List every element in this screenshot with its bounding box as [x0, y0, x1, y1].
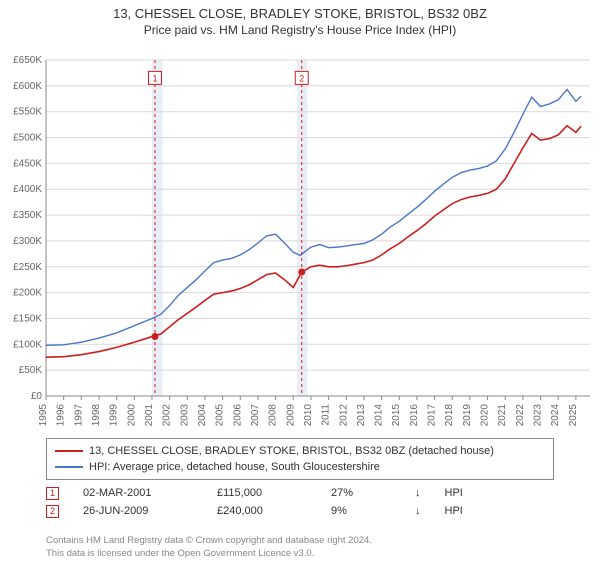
svg-text:2009: 2009 [285, 404, 296, 427]
svg-text:£500K: £500K [13, 133, 42, 144]
svg-text:2003: 2003 [179, 404, 190, 427]
svg-text:2020: 2020 [480, 404, 491, 427]
sales-list: 1 02-MAR-2001 £115,000 27% ↓ HPI 2 26-JU… [46, 484, 554, 520]
svg-text:2019: 2019 [462, 404, 473, 427]
svg-text:2014: 2014 [374, 404, 385, 427]
footer: Contains HM Land Registry data © Crown c… [46, 535, 554, 560]
svg-text:1995: 1995 [38, 404, 49, 427]
svg-text:£600K: £600K [13, 81, 42, 92]
svg-text:£200K: £200K [13, 288, 42, 299]
svg-text:£100K: £100K [13, 339, 42, 350]
svg-text:1: 1 [152, 73, 157, 83]
sale-row-1: 1 02-MAR-2001 £115,000 27% ↓ HPI [46, 484, 554, 502]
svg-text:2024: 2024 [550, 404, 561, 427]
chart-subtitle: Price paid vs. HM Land Registry's House … [0, 23, 600, 37]
svg-text:£550K: £550K [13, 107, 42, 118]
svg-text:£350K: £350K [13, 210, 42, 221]
footer-line-1: Contains HM Land Registry data © Crown c… [46, 535, 554, 547]
sale-date-2: 26-JUN-2009 [83, 505, 193, 517]
sale-row-2: 2 26-JUN-2009 £240,000 9% ↓ HPI [46, 502, 554, 520]
svg-text:2023: 2023 [533, 404, 544, 427]
legend-item-hpi: HPI: Average price, detached house, Sout… [55, 459, 545, 475]
svg-text:2021: 2021 [497, 404, 508, 427]
svg-text:£400K: £400K [13, 184, 42, 195]
svg-text:1999: 1999 [109, 404, 120, 427]
svg-text:2015: 2015 [391, 404, 402, 427]
line-chart: £0 £50K £100K £150K £200K £250K £300K £350K £400… [0, 50, 600, 430]
sale-date-1: 02-MAR-2001 [83, 487, 193, 499]
legend: 13, CHESSEL CLOSE, BRADLEY STOKE, BRISTO… [46, 438, 554, 480]
svg-text:2002: 2002 [162, 404, 173, 427]
legend-swatch-property [55, 450, 83, 452]
svg-text:1996: 1996 [56, 404, 67, 427]
svg-text:2007: 2007 [250, 404, 261, 427]
svg-text:2006: 2006 [232, 404, 243, 427]
svg-text:2017: 2017 [427, 404, 438, 427]
chart-title: 13, CHESSEL CLOSE, BRADLEY STOKE, BRISTO… [0, 6, 600, 21]
legend-item-property: 13, CHESSEL CLOSE, BRADLEY STOKE, BRISTO… [55, 443, 545, 459]
svg-text:2004: 2004 [197, 404, 208, 427]
sale-vs-2: HPI [445, 505, 463, 517]
svg-text:£450K: £450K [13, 158, 42, 169]
svg-text:£0: £0 [31, 391, 43, 402]
svg-text:£150K: £150K [13, 313, 42, 324]
svg-text:2010: 2010 [303, 404, 314, 427]
sale-price-2: £240,000 [217, 505, 307, 517]
svg-text:1997: 1997 [73, 404, 84, 427]
sale-pct-1: 27% [331, 487, 391, 499]
svg-text:2016: 2016 [409, 404, 420, 427]
svg-text:£250K: £250K [13, 262, 42, 273]
sale-marker-1: 1 [46, 487, 59, 500]
svg-text:1998: 1998 [91, 404, 102, 427]
sale-vs-1: HPI [445, 487, 463, 499]
svg-text:2011: 2011 [321, 404, 332, 426]
sale-arrow-2: ↓ [415, 505, 421, 517]
svg-text:2001: 2001 [144, 404, 155, 427]
svg-text:2025: 2025 [568, 404, 579, 427]
svg-text:2: 2 [299, 73, 304, 83]
sale-arrow-1: ↓ [415, 487, 421, 499]
svg-text:2000: 2000 [126, 404, 137, 427]
legend-label-property: 13, CHESSEL CLOSE, BRADLEY STOKE, BRISTO… [89, 445, 494, 457]
sale-price-1: £115,000 [217, 487, 307, 499]
sale-marker-2: 2 [46, 505, 59, 518]
legend-swatch-hpi [55, 466, 83, 468]
footer-line-2: This data is licensed under the Open Gov… [46, 548, 554, 560]
legend-label-hpi: HPI: Average price, detached house, Sout… [89, 461, 380, 473]
svg-text:£650K: £650K [13, 55, 42, 66]
svg-text:2018: 2018 [444, 404, 455, 427]
sale-pct-2: 9% [331, 505, 391, 517]
svg-text:2012: 2012 [338, 404, 349, 427]
svg-text:£50K: £50K [19, 365, 43, 376]
svg-text:2008: 2008 [268, 404, 279, 427]
svg-text:2022: 2022 [515, 404, 526, 427]
svg-text:£300K: £300K [13, 236, 42, 247]
svg-text:2013: 2013 [356, 404, 367, 427]
chart-area: £0 £50K £100K £150K £200K £250K £300K £350K £400… [0, 50, 600, 430]
svg-text:2005: 2005 [215, 404, 226, 427]
